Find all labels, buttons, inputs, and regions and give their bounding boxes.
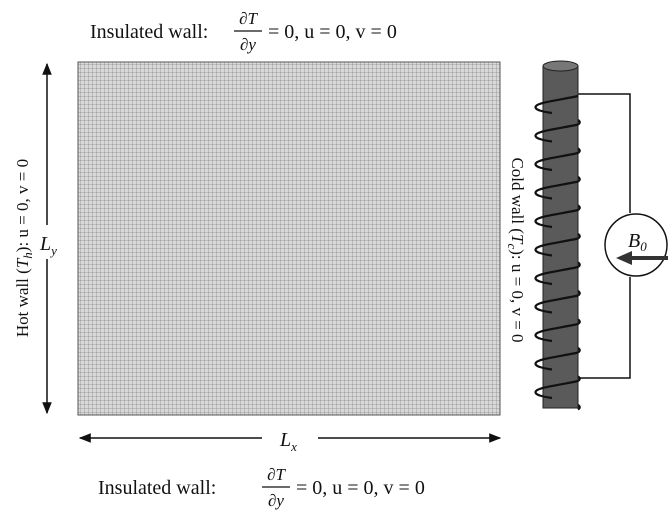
cold-prefix: Cold wall (	[508, 157, 527, 234]
coil-turn	[534, 351, 579, 371]
width-label: Lx	[279, 429, 297, 454]
coil-turn	[534, 94, 579, 115]
bottom-wall-label: Insulated wall: ∂T ∂y = 0, u = 0, v = 0	[98, 465, 425, 510]
coil-turn	[534, 237, 579, 257]
cavity-mesh	[77, 61, 501, 416]
bottom-numerator: ∂T	[267, 465, 286, 484]
bottom-prefix: Insulated wall:	[98, 477, 216, 499]
top-denominator: ∂y	[240, 35, 256, 54]
bottom-denominator: ∂y	[268, 491, 284, 510]
width-main: L	[279, 429, 291, 451]
field-label: B0	[628, 230, 647, 254]
top-numerator: ∂T	[239, 9, 258, 28]
top-wall-label: Insulated wall: ∂T ∂y = 0, u = 0, v = 0	[90, 9, 397, 54]
coil-turn	[534, 265, 579, 286]
coil-turn	[534, 294, 579, 314]
hot-suffix: ): u = 0, v = 0	[13, 159, 32, 252]
height-label: Ly	[39, 233, 57, 258]
cold-main: T	[508, 234, 527, 245]
hot-sub: h	[20, 252, 35, 259]
top-suffix: = 0, u = 0, v = 0	[268, 21, 397, 43]
field-main: B	[628, 230, 640, 252]
field-arrow	[616, 251, 668, 265]
label-bg	[36, 225, 70, 259]
hot-wall-label: Hot wall (Th): u = 0, v = 0	[13, 159, 35, 337]
width-sub: x	[290, 439, 297, 454]
hot-main: T	[13, 257, 32, 268]
label-bg	[262, 424, 318, 458]
wire	[578, 93, 631, 379]
cold-sub: c	[505, 243, 520, 249]
height-sub: y	[49, 243, 57, 258]
cold-suffix: ): u = 0, v = 0	[508, 249, 527, 342]
cold-wall-label: Cold wall (Tc): u = 0, v = 0	[505, 157, 527, 342]
bottom-suffix: = 0, u = 0, v = 0	[296, 477, 425, 499]
cylinder	[542, 65, 579, 409]
coil-turn	[534, 180, 579, 200]
field-circle	[604, 213, 668, 277]
top-prefix: Insulated wall:	[90, 21, 208, 43]
coil-turn	[534, 322, 579, 343]
coil-front	[534, 94, 579, 400]
coil-turn	[534, 151, 579, 172]
coil-turn	[534, 123, 579, 143]
hot-prefix: Hot wall (	[13, 268, 32, 337]
field-sub: 0	[640, 239, 647, 254]
coil-turn	[534, 379, 579, 400]
cylinder-top	[542, 60, 579, 72]
height-main: L	[39, 233, 51, 255]
coil-turn	[534, 208, 579, 229]
